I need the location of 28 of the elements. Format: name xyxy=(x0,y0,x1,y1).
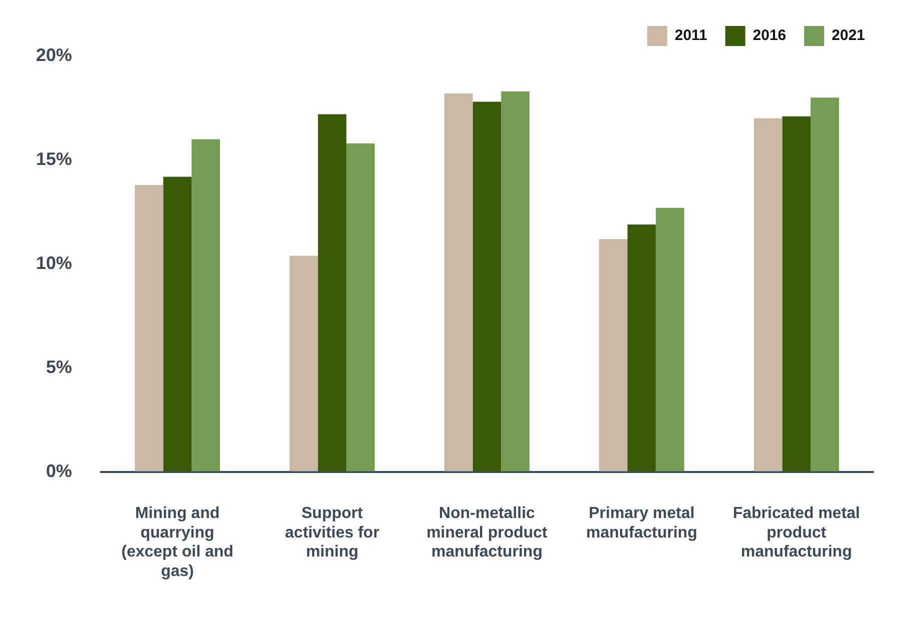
bar xyxy=(346,143,375,472)
bar xyxy=(472,102,502,472)
bar xyxy=(318,114,346,472)
legend-label: 2016 xyxy=(752,27,786,44)
bar xyxy=(656,208,684,472)
bar xyxy=(501,91,530,472)
bar xyxy=(782,116,811,472)
bar xyxy=(134,185,164,472)
legend-label: 2021 xyxy=(832,27,866,44)
legend-label: 2011 xyxy=(674,27,708,44)
bar xyxy=(754,118,782,472)
x-tick-label: Mining and quarrying (except oil and gas) xyxy=(121,505,234,580)
bar xyxy=(599,239,628,472)
y-tick-label: 15% xyxy=(36,149,72,170)
bar xyxy=(627,224,656,472)
y-tick-label: 20% xyxy=(36,44,72,65)
bar xyxy=(290,256,318,472)
x-tick-label: Fabricated metal product manufacturing xyxy=(732,505,860,561)
x-tick-label: Support activities for mining xyxy=(285,505,380,561)
bar xyxy=(810,98,839,472)
y-tick-label: 0% xyxy=(46,461,72,482)
bar xyxy=(163,176,192,472)
bar xyxy=(192,139,220,472)
y-tick-label: 5% xyxy=(46,357,72,378)
y-tick-label: 10% xyxy=(36,253,72,274)
x-tick-label: Primary metal manufacturing xyxy=(586,505,698,542)
x-tick-label: Non-metallic mineral product manufacturing xyxy=(426,505,548,561)
bar xyxy=(444,93,473,472)
